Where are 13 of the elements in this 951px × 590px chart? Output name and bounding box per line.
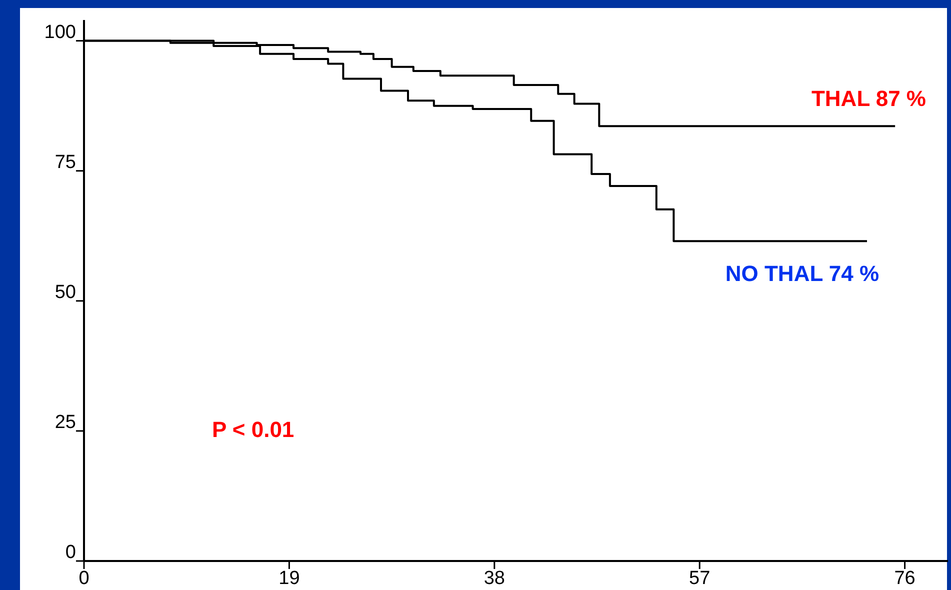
series-label: THAL 87 % [811, 86, 926, 112]
y-tick-label: 100 [44, 22, 76, 43]
x-tick-label: 38 [484, 568, 505, 589]
series-label: NO THAL 74 % [725, 261, 879, 286]
x-tick-label: 0 [78, 568, 90, 589]
x-tick-label: 76 [894, 568, 916, 589]
y-tick-label: 0 [65, 542, 76, 563]
annotation: P < 0.01 [212, 417, 294, 442]
y-tick-label: 75 [54, 152, 76, 173]
y-tick-label: 25 [54, 412, 76, 433]
x-tick-label: 19 [278, 568, 300, 589]
y-tick-label: 50 [54, 282, 76, 303]
x-tick-label: 57 [689, 568, 710, 589]
